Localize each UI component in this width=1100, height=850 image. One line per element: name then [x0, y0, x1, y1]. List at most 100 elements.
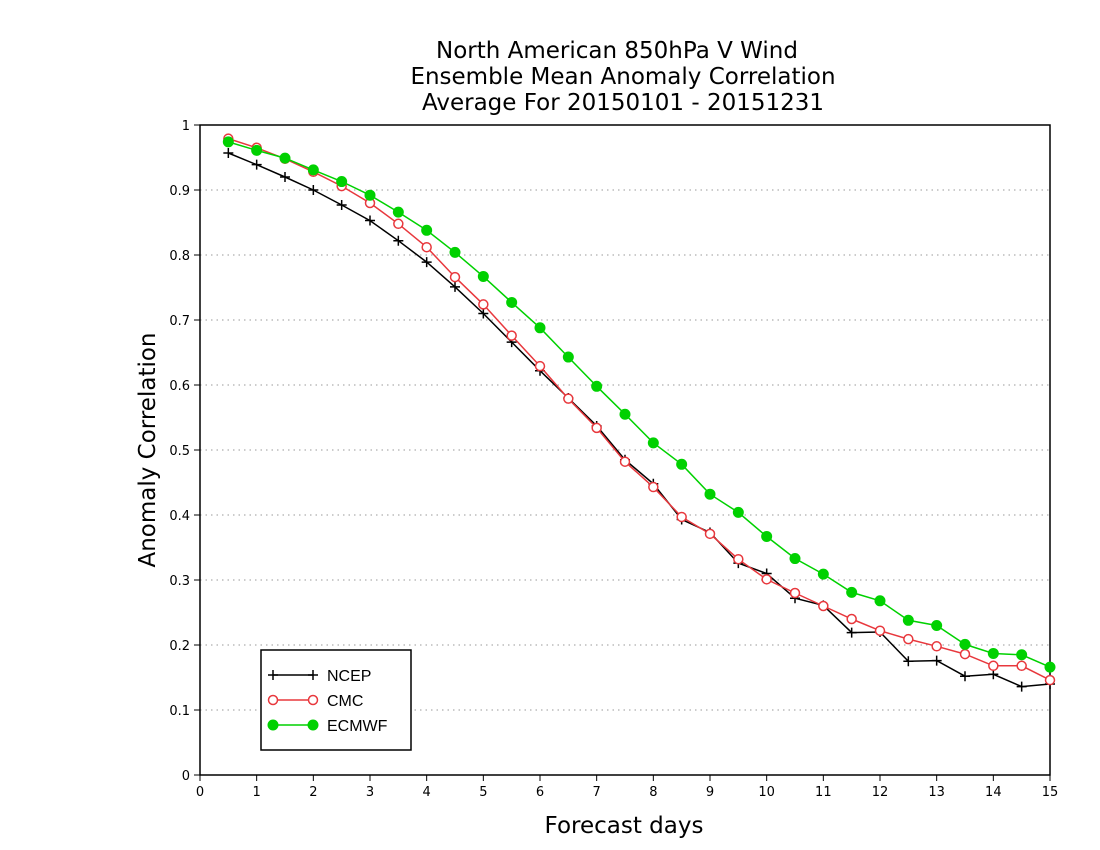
gridlines — [200, 189, 1050, 711]
chart-title: North American 850hPa V Wind Ensemble Me… — [410, 38, 835, 116]
y-tick-label: 0.4 — [169, 509, 190, 524]
x-tick-label: 8 — [649, 785, 657, 800]
data-point — [874, 625, 886, 636]
data-point — [421, 257, 432, 268]
data-point — [988, 660, 999, 672]
legend-label: ECMWF — [327, 718, 388, 735]
data-point — [648, 481, 659, 493]
data-point — [336, 176, 348, 188]
data-point — [931, 620, 943, 631]
data-point — [223, 147, 234, 158]
data-point — [789, 587, 801, 599]
data-point — [280, 172, 290, 182]
data-point — [251, 144, 263, 156]
x-tick-label: 12 — [872, 785, 889, 800]
data-point — [960, 671, 970, 682]
legend-item-ecmwf: ECMWF — [267, 718, 388, 735]
x-tick-label: 14 — [985, 785, 1002, 800]
x-tick-label: 10 — [758, 785, 775, 800]
axis-ticks: 00.10.20.30.40.50.60.70.80.910 1 2 3 4 5 6 7 8 9 1… — [169, 119, 1058, 800]
y-tick-label: 1 — [182, 119, 190, 134]
data-point — [732, 506, 744, 518]
data-point — [421, 224, 433, 236]
x-tick-label: 9 — [706, 785, 714, 800]
data-point — [308, 185, 319, 195]
data-point — [267, 694, 279, 706]
legend-label: NCEP — [327, 668, 371, 685]
y-tick-label: 0.6 — [169, 379, 190, 394]
data-point — [421, 241, 432, 253]
data-point — [477, 270, 489, 282]
x-tick-label: 1 — [253, 785, 261, 800]
data-point — [846, 586, 858, 598]
data-point — [562, 351, 574, 363]
data-point — [704, 528, 716, 540]
y-tick-label: 0.1 — [169, 704, 190, 719]
series-group — [222, 133, 1056, 692]
data-point — [591, 380, 603, 392]
data-point — [987, 647, 999, 659]
data-point — [903, 633, 914, 645]
data-point — [1044, 661, 1056, 673]
data-point — [267, 719, 279, 731]
data-point — [902, 614, 914, 626]
series-ecmwf — [222, 136, 1056, 673]
data-point — [506, 330, 517, 341]
data-point — [222, 136, 234, 148]
y-tick-label: 0.7 — [169, 314, 190, 329]
data-point — [393, 218, 404, 230]
data-point — [393, 235, 404, 246]
x-tick-label: 11 — [815, 785, 832, 800]
series-ncep — [223, 147, 1055, 692]
chart-title-line-1: North American 850hPa V Wind — [436, 38, 798, 64]
data-point — [307, 164, 319, 176]
data-point — [449, 246, 461, 258]
x-axis-label: Forecast days — [545, 813, 704, 839]
data-point — [874, 595, 886, 607]
data-point — [761, 530, 773, 542]
data-point — [761, 574, 772, 585]
x-tick-label: 2 — [309, 785, 317, 800]
data-point — [647, 437, 659, 449]
legend-item-cmc: CMC — [267, 693, 363, 710]
y-tick-label: 0.8 — [169, 249, 190, 264]
x-tick-label: 5 — [479, 785, 487, 800]
data-point — [619, 456, 631, 467]
series-cmc — [223, 133, 1056, 686]
data-point — [268, 670, 278, 680]
data-point — [450, 281, 460, 292]
data-point — [506, 296, 518, 308]
series-line — [228, 152, 1051, 688]
x-tick-label: 7 — [593, 785, 601, 800]
x-tick-label: 6 — [536, 785, 544, 800]
data-point — [307, 694, 319, 706]
data-point — [336, 199, 347, 210]
data-point — [704, 488, 716, 500]
data-point — [931, 641, 942, 652]
data-point — [251, 159, 262, 170]
data-point — [959, 638, 971, 650]
y-tick-label: 0 — [182, 769, 190, 784]
data-point — [789, 553, 801, 565]
data-point — [392, 206, 404, 218]
chart-title-line-3: Average For 20150101 - 20151231 — [422, 90, 824, 116]
data-point — [817, 568, 829, 580]
data-point — [591, 422, 602, 434]
data-point — [818, 600, 829, 612]
data-point — [846, 613, 857, 625]
y-axis-label: Anomaly Correlation — [135, 332, 161, 567]
data-point — [308, 670, 318, 680]
legend-label: CMC — [327, 693, 363, 710]
data-point — [733, 553, 744, 565]
x-tick-label: 4 — [423, 785, 431, 800]
data-point — [1016, 660, 1027, 672]
y-tick-label: 0.9 — [169, 184, 190, 199]
data-point — [364, 189, 376, 201]
data-point — [449, 271, 461, 283]
x-tick-label: 13 — [928, 785, 945, 800]
data-point — [279, 152, 291, 164]
data-point — [534, 360, 546, 372]
x-tick-label: 3 — [366, 785, 374, 800]
data-point — [931, 655, 942, 666]
x-tick-label: 15 — [1042, 785, 1059, 800]
